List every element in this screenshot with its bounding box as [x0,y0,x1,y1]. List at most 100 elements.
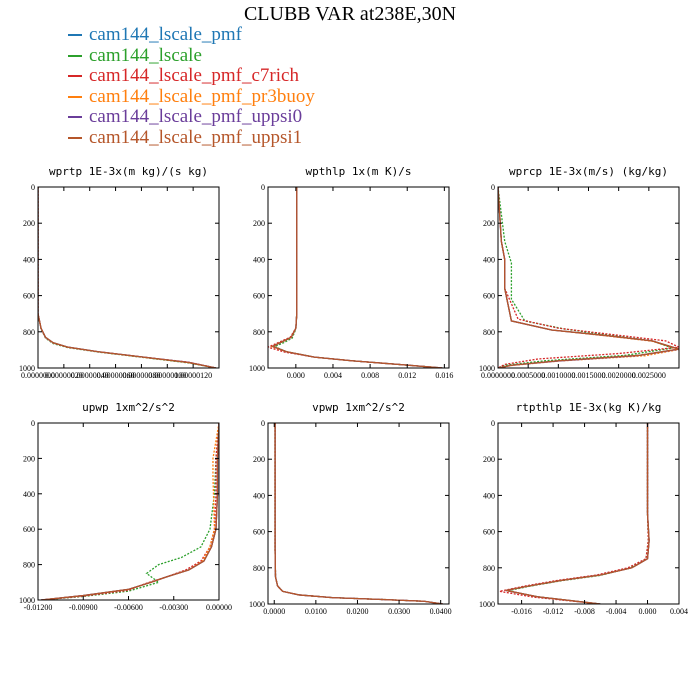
series-line [38,187,217,368]
x-tick-label: 0.0000 [263,607,285,616]
y-tick-label: 400 [253,255,265,264]
legend-swatch [68,116,82,119]
x-tick-label: -0.008 [574,607,595,616]
x-tick-label: 0.000 [639,607,657,616]
y-tick-label: 200 [253,219,265,228]
legend-swatch [68,54,82,57]
y-tick-label: 1000 [19,364,35,373]
x-tick-label: 0.004 [670,607,688,616]
chart-title: wpthlp 1x(m K)/s [306,165,412,178]
x-tick-label: -0.01200 [24,603,53,612]
y-tick-label: 1000 [479,600,495,609]
chart-title: wprtp 1E-3x(m kg)/(s kg) [49,165,208,178]
y-tick-label: 1000 [479,364,495,373]
series-line [38,187,217,368]
legend-label: cam144_lscale_pmf_uppsi1 [89,126,303,148]
legend-item: cam144_lscale [68,44,315,67]
figure-title: CLUBB VAR at238E,30N [243,3,457,25]
y-tick-label: 200 [253,455,265,464]
x-tick-label: -0.00900 [69,603,98,612]
series-line [38,187,217,368]
y-tick-label: 600 [483,292,495,301]
series-line [38,187,217,368]
series-line [38,187,217,368]
series-line [38,187,217,368]
y-tick-label: 0 [491,183,495,192]
x-tick-label: 0.00000060 [97,371,135,380]
chart-title: rtpthlp 1E-3x(kg K)/kg [516,401,662,414]
y-tick-label: 800 [253,564,265,573]
x-tick-label: 0.00000120 [174,371,212,380]
x-tick-label: -0.00600 [114,603,143,612]
y-tick-label: 0 [31,419,35,428]
chart-panel: rtpthlp 1E-3x(kg K)/kg 0 200 400 600 800 1000 -… [479,401,688,616]
x-tick-label: 0.00000020 [45,371,83,380]
x-tick-label: 0.00000 [206,603,232,612]
y-tick-label: 1000 [19,596,35,605]
x-tick-label: 0.0000000 [21,371,55,380]
chart-panel: wprcp 1E-3x(m/s) (kg/kg) 0 200 400 600 800 100… [479,165,680,380]
series-line [268,187,443,368]
plot-frame [37,186,220,369]
x-tick-label: 0.004 [324,371,342,380]
legend-item: cam144_lscale_pmf_uppsi0 [68,107,315,128]
series-line [40,423,219,600]
legend-item: cam144_lscale_pmf_uppsi1 [68,126,315,149]
series-line [274,423,443,604]
series-line [507,423,649,604]
chart-title: vpwp 1xm^2/s^2 [312,401,405,414]
chart-panel: wpthlp 1x(m K)/s 0 200 400 600 800 1000 0.000 0.… [249,165,453,380]
chart-title: upwp 1xm^2/s^2 [82,401,175,414]
legend-swatch [68,95,82,98]
x-tick-label: -0.012 [543,607,564,616]
y-tick-label: 600 [253,528,265,537]
legend-item: cam144_lscale_pmf_c7rich [68,66,315,87]
legend-label: cam144_lscale [89,44,202,66]
y-tick-label: 800 [483,328,495,337]
plot-frame [37,422,220,601]
series-line [274,423,443,604]
x-tick-label: -0.004 [606,607,627,616]
x-tick-label: -0.00300 [159,603,188,612]
chart-title: wprcp 1E-3x(m/s) (kg/kg) [509,165,668,178]
series-line [40,423,219,600]
y-tick-label: 0 [261,183,265,192]
x-tick-label: 0.0400 [430,607,452,616]
chart-panel: vpwp 1xm^2/s^2 0 200 400 600 800 10000.0000 0.0… [249,401,452,616]
series-line [274,423,443,604]
y-tick-label: 600 [253,292,265,301]
series-line [498,187,679,368]
x-tick-label: 0.0100 [305,607,327,616]
y-tick-label: 200 [483,219,495,228]
x-tick-label: 0.00000080 [122,371,160,380]
y-tick-label: 200 [23,454,35,463]
series-line [271,187,443,368]
series-line [40,423,219,600]
x-tick-label: 0.000 [287,371,305,380]
series-line [274,423,443,604]
legend-item: cam144_lscale_pmf [68,25,315,46]
y-tick-label: 400 [483,255,495,264]
x-tick-label: 0.0015000 [572,371,606,380]
legend-swatch [68,34,82,37]
series-line [272,187,443,368]
y-tick-label: 200 [483,455,495,464]
y-tick-label: 600 [483,528,495,537]
x-tick-label: 0.008 [361,371,379,380]
series-line [505,423,650,604]
series-line [271,187,443,368]
x-tick-label: 0.00000040 [71,371,109,380]
y-tick-label: 400 [23,255,35,264]
y-tick-label: 1000 [249,364,265,373]
y-tick-label: 400 [253,491,265,500]
y-tick-label: 0 [491,419,495,428]
legend-item: cam144_lscale_pmf_pr3buoy [68,86,315,108]
series-line [40,423,219,600]
y-tick-label: 800 [483,564,495,573]
series-line [270,187,443,368]
y-tick-label: 400 [483,491,495,500]
plot-frame [267,422,450,605]
series-line [274,423,443,604]
series-line [274,423,443,604]
